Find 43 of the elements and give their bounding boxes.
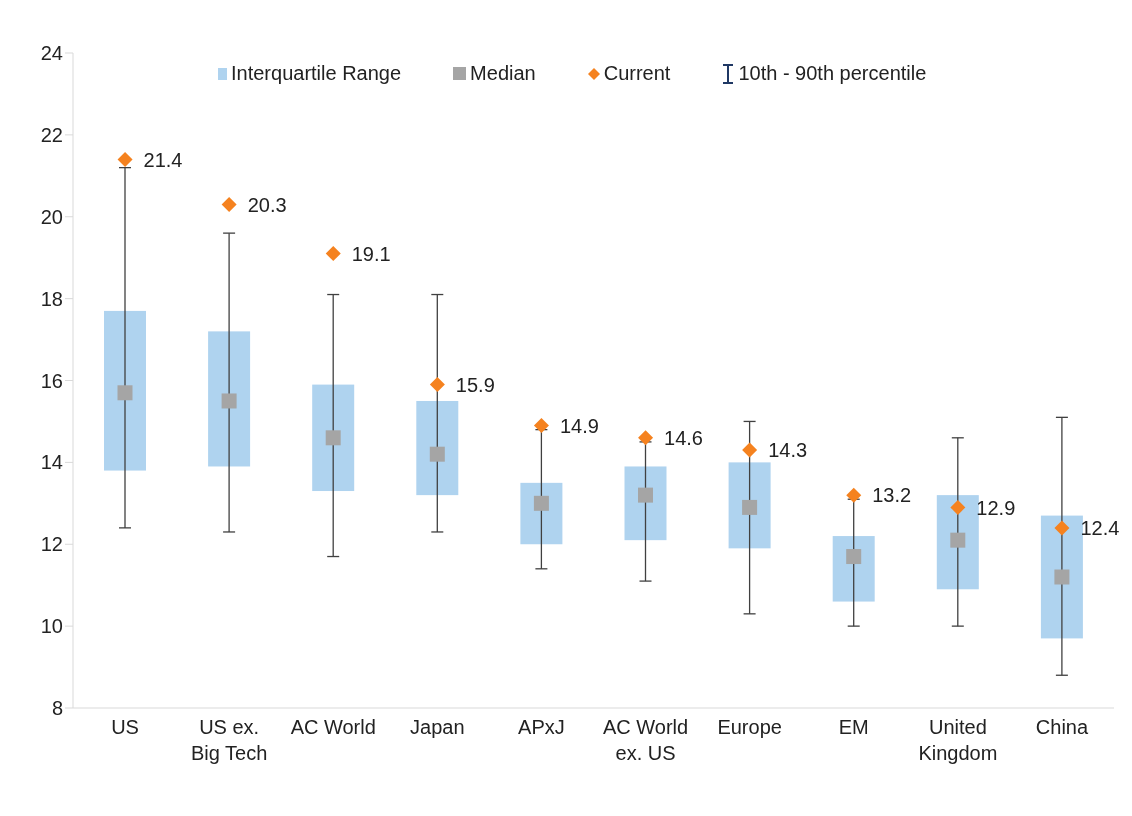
x-tick-label: APxJ	[518, 716, 565, 738]
point	[533, 418, 549, 434]
point	[117, 151, 133, 167]
x-tick-label: China	[1035, 716, 1089, 738]
data-label: 14.6	[664, 426, 703, 449]
x-tick-label: AC World ex. US	[602, 716, 689, 764]
y-tick-label: 12	[40, 533, 63, 556]
y-tick-label: 16	[40, 369, 63, 392]
y-tick-label: 20	[40, 205, 63, 228]
data-label: 12.4	[1080, 516, 1120, 539]
data-label: 14.3	[768, 439, 808, 462]
x-tick-label: Japan	[410, 716, 465, 738]
data-label: 19.1	[351, 242, 391, 265]
legend-label: Current	[603, 62, 671, 85]
data-label: 15.9	[455, 373, 495, 396]
y-tick-label: 10	[40, 615, 63, 638]
y-tick-label: 18	[40, 287, 63, 310]
point	[325, 246, 341, 262]
x-tick-label: AC World	[290, 716, 376, 738]
data-label: 20.3	[247, 193, 287, 216]
y-tick-label: 24	[40, 42, 63, 65]
point	[950, 499, 966, 515]
point	[1054, 520, 1070, 536]
data-label: 21.4	[143, 148, 183, 171]
x-tick-label: EM	[838, 716, 869, 738]
data-label: 13.2	[872, 484, 912, 507]
x-tick-label: US	[111, 716, 139, 738]
data-label: 12.9	[976, 496, 1016, 519]
y-tick-label: 22	[40, 123, 63, 146]
point	[638, 430, 654, 446]
point	[742, 442, 758, 458]
point	[221, 196, 237, 212]
point	[429, 377, 445, 393]
point	[846, 487, 862, 503]
y-tick-label: 14	[40, 451, 63, 474]
x-tick-label: United Kingdom	[918, 716, 998, 764]
annotation: Median	[470, 62, 536, 85]
data-label: 14.9	[559, 414, 599, 437]
annotation: 10th - 90th percentile	[738, 62, 927, 85]
x-tick-label: US ex. Big Tech	[190, 716, 268, 764]
x-tick-label: Europe	[717, 716, 782, 738]
y-tick-label: 8	[51, 697, 63, 720]
legend-label: Interquartile Range	[231, 62, 402, 85]
